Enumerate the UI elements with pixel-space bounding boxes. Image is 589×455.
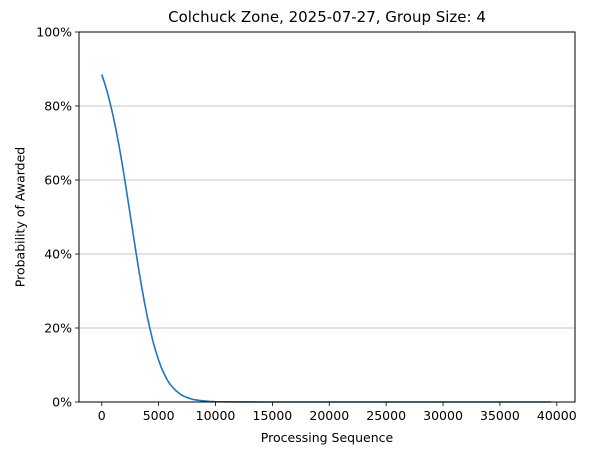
plot-frame: [78, 31, 576, 403]
y-tick-label: 20%: [44, 321, 72, 336]
y-tick-label: 80%: [44, 99, 72, 114]
y-tick-label: 40%: [44, 247, 72, 262]
x-axis-label: Processing Sequence: [261, 430, 394, 445]
x-tick-label: 35000: [480, 408, 520, 423]
y-tick-label: 0%: [52, 395, 72, 410]
x-tick-label: 15000: [253, 408, 293, 423]
x-tick-label: 25000: [366, 408, 406, 423]
y-axis: 0% 20% 40% 60% 80% 100%: [36, 25, 79, 410]
y-axis-label: Probability of Awarded: [12, 147, 27, 287]
plot-area: [100, 74, 552, 403]
series-line: [100, 74, 552, 403]
x-tick-label: 40000: [537, 408, 577, 423]
x-tick-label: 0: [98, 408, 106, 423]
y-tick-label: 100%: [36, 25, 72, 40]
y-tick-label: 60%: [44, 173, 72, 188]
x-tick-label: 10000: [196, 408, 236, 423]
x-tick-label: 30000: [423, 408, 463, 423]
x-axis: 0 5000 10000 15000 20000 25000 30000 35000 40000: [98, 402, 577, 423]
grid: [79, 31, 575, 403]
chart-title: Colchuck Zone, 2025-07-27, Group Size: 4: [168, 8, 486, 26]
x-tick-label: 5000: [143, 408, 175, 423]
x-tick-label: 20000: [309, 408, 349, 423]
